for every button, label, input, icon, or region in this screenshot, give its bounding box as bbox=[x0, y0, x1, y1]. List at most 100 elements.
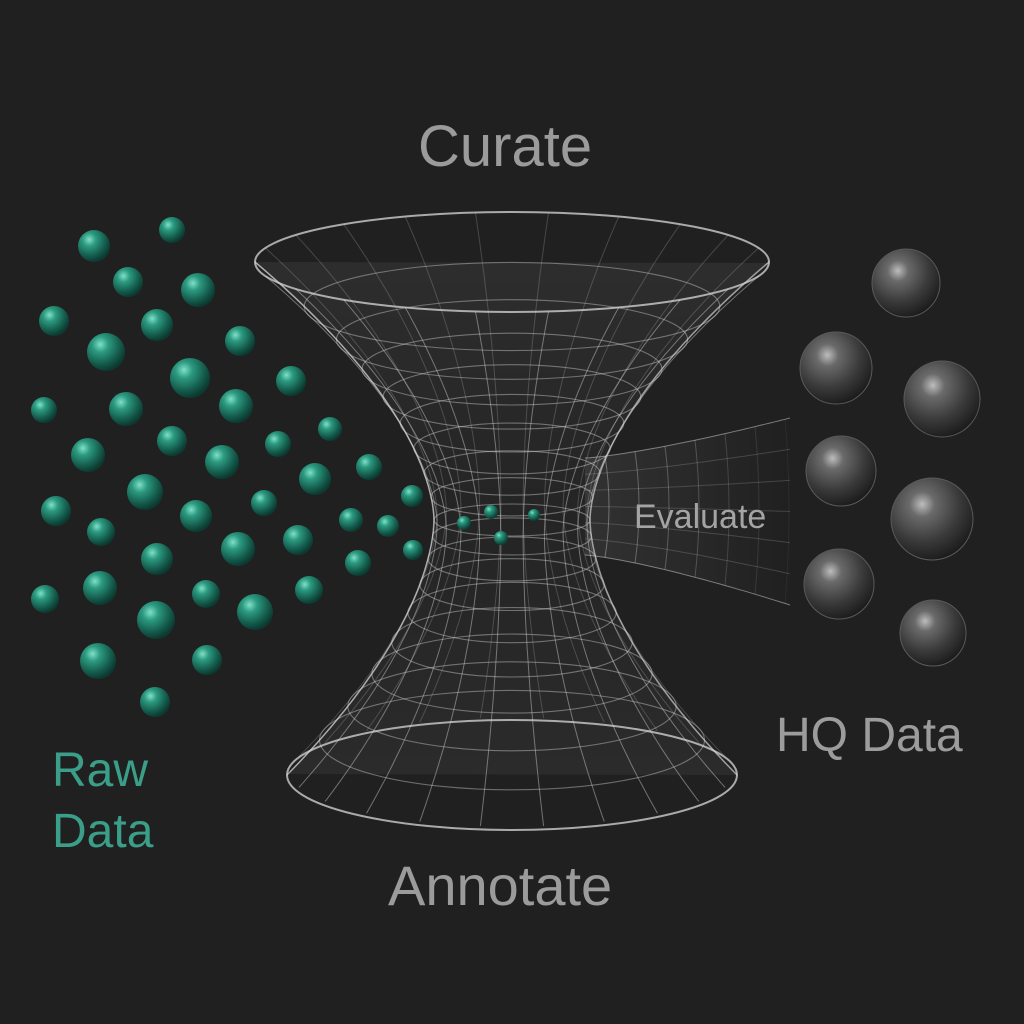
tube-ring bbox=[664, 446, 670, 570]
tube-ring bbox=[634, 451, 640, 564]
funnel-meridian bbox=[562, 299, 681, 814]
tube-ring bbox=[604, 456, 610, 558]
annotate-label: Annotate bbox=[388, 854, 613, 917]
raw-data-sphere bbox=[31, 397, 57, 423]
funnel-meridian bbox=[343, 299, 462, 814]
raw-data-label-line1: Raw bbox=[52, 744, 149, 797]
funnel-sphere bbox=[457, 516, 471, 530]
hq-data-label: HQ Data bbox=[776, 709, 963, 762]
funnel-meridian bbox=[589, 261, 770, 773]
raw-data-sphere bbox=[113, 267, 143, 297]
funnel-sphere bbox=[494, 531, 508, 545]
raw-data-sphere bbox=[170, 358, 210, 398]
raw-data-sphere bbox=[141, 543, 173, 575]
funnel-outline bbox=[589, 261, 770, 776]
raw-data-spheres bbox=[31, 217, 423, 717]
funnel-meridian bbox=[543, 307, 620, 822]
raw-data-sphere bbox=[339, 508, 363, 532]
raw-data-sphere bbox=[225, 326, 255, 356]
tube-line bbox=[584, 448, 791, 475]
hq-data-sphere bbox=[899, 599, 967, 667]
funnel-meridian bbox=[254, 261, 435, 773]
raw-data-label-line2: Data bbox=[52, 805, 154, 859]
raw-data-sphere bbox=[299, 463, 331, 495]
tube-line bbox=[584, 522, 791, 544]
funnel-meridian bbox=[586, 247, 759, 757]
raw-data-sphere bbox=[109, 392, 143, 426]
funnel-meridian bbox=[295, 234, 447, 743]
raw-data-sphere bbox=[265, 431, 291, 457]
raw-data-sphere bbox=[141, 309, 173, 341]
funnel-inner-spheres bbox=[457, 505, 540, 545]
hq-data-sphere bbox=[799, 331, 873, 405]
raw-data-sphere bbox=[192, 645, 222, 675]
funnel-meridian bbox=[265, 247, 438, 757]
funnel-outline bbox=[254, 261, 435, 776]
raw-data-sphere bbox=[71, 438, 105, 472]
raw-data-sphere bbox=[192, 580, 220, 608]
raw-data-sphere bbox=[159, 217, 185, 243]
hq-data-spheres bbox=[799, 248, 981, 667]
raw-data-label: Raw Data bbox=[52, 740, 153, 863]
tube-line bbox=[585, 479, 791, 491]
raw-data-sphere bbox=[221, 532, 255, 566]
raw-data-sphere bbox=[251, 490, 277, 516]
raw-data-sphere bbox=[180, 500, 212, 532]
funnel-meridian bbox=[562, 223, 681, 732]
raw-data-sphere bbox=[41, 496, 71, 526]
raw-data-sphere bbox=[403, 540, 423, 560]
raw-data-sphere bbox=[401, 485, 423, 507]
funnel-sphere bbox=[484, 505, 498, 519]
tube-glass bbox=[585, 418, 790, 605]
tube-line bbox=[584, 554, 791, 606]
raw-data-sphere bbox=[356, 454, 382, 480]
raw-data-sphere bbox=[87, 518, 115, 546]
raw-data-sphere bbox=[205, 445, 239, 479]
hq-data-sphere bbox=[890, 477, 974, 561]
raw-data-sphere bbox=[140, 687, 170, 717]
hq-data-sphere bbox=[805, 435, 877, 507]
raw-data-sphere bbox=[80, 643, 116, 679]
raw-data-sphere bbox=[181, 273, 215, 307]
raw-data-sphere bbox=[39, 306, 69, 336]
hq-data-sphere bbox=[903, 360, 981, 438]
funnel-glass bbox=[255, 262, 768, 775]
funnel-meridian bbox=[543, 216, 620, 723]
hq-data-sphere bbox=[871, 248, 941, 318]
funnel-meridian bbox=[343, 223, 462, 732]
hq-data-sphere bbox=[803, 548, 875, 620]
tube-ring bbox=[724, 433, 730, 586]
evaluate-label: Evaluate bbox=[634, 498, 767, 536]
raw-data-sphere bbox=[345, 550, 371, 576]
raw-data-sphere bbox=[127, 474, 163, 510]
funnel-meridian bbox=[404, 307, 481, 822]
evaluate-tube bbox=[584, 417, 791, 606]
raw-data-sphere bbox=[83, 571, 117, 605]
raw-data-sphere bbox=[237, 594, 273, 630]
hourglass-funnel bbox=[254, 211, 770, 831]
raw-data-sphere bbox=[318, 417, 342, 441]
tube-line bbox=[585, 506, 791, 512]
tube-line bbox=[584, 417, 791, 459]
funnel-meridian bbox=[586, 275, 759, 788]
raw-data-sphere bbox=[377, 515, 399, 537]
funnel-meridian bbox=[577, 288, 729, 802]
raw-data-sphere bbox=[157, 426, 187, 456]
raw-data-sphere bbox=[219, 389, 253, 423]
funnel-meridian bbox=[295, 288, 447, 802]
raw-data-sphere bbox=[31, 585, 59, 613]
funnel-sphere bbox=[528, 509, 540, 521]
raw-data-sphere bbox=[78, 230, 110, 262]
funnel-meridian bbox=[522, 311, 550, 827]
raw-data-sphere bbox=[276, 366, 306, 396]
funnel-meridian bbox=[404, 216, 481, 723]
funnel-meridian bbox=[265, 275, 438, 788]
funnel-meridian bbox=[474, 212, 502, 719]
raw-data-sphere bbox=[137, 601, 175, 639]
tube-ring bbox=[784, 419, 790, 604]
tube-ring bbox=[754, 426, 760, 595]
funnel-meridian bbox=[577, 234, 729, 743]
funnel-meridian bbox=[522, 212, 550, 719]
raw-data-sphere bbox=[295, 576, 323, 604]
